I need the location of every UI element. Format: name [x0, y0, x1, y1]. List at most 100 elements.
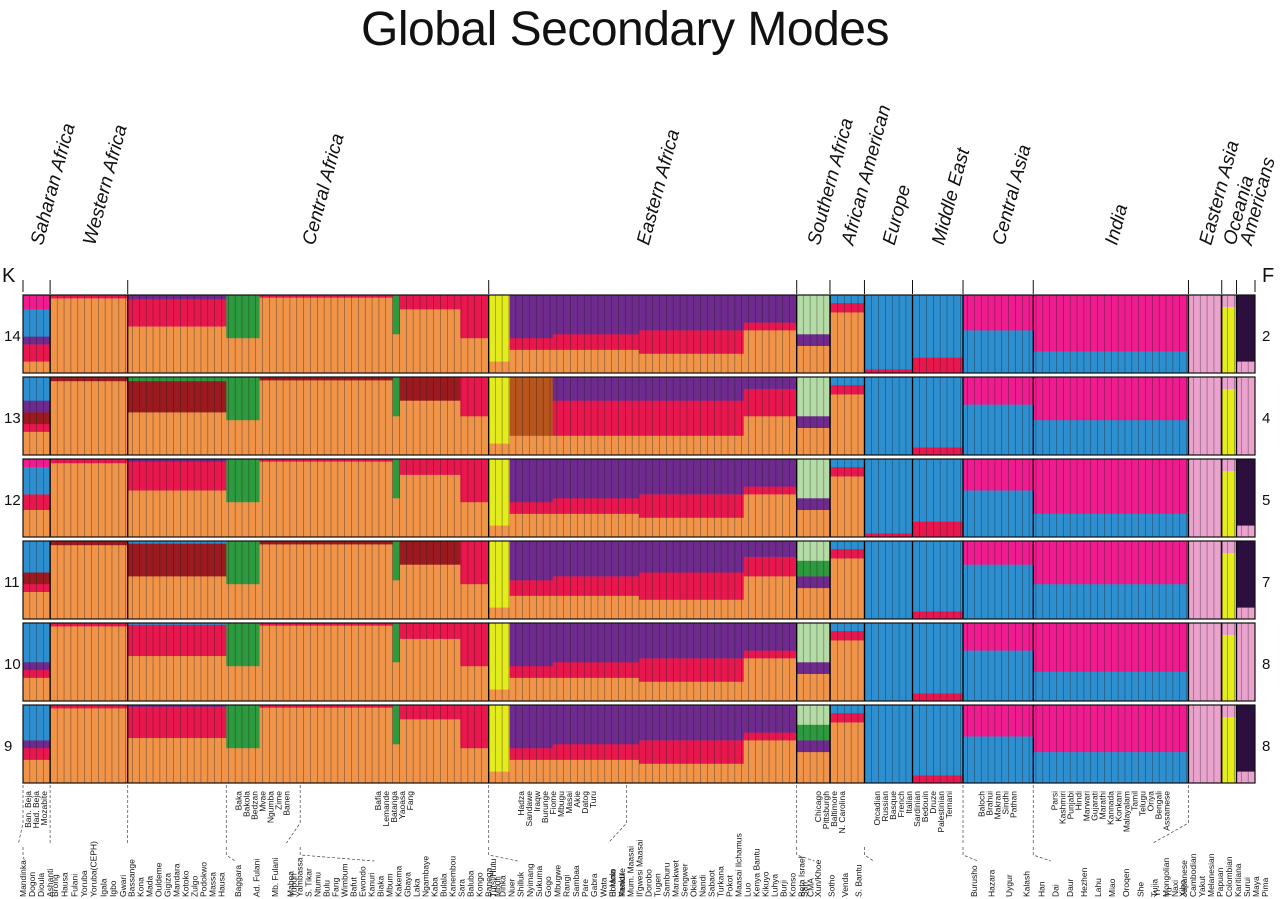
- population-label-upper: Banen: [282, 791, 292, 816]
- ancestry-bar: [743, 295, 797, 323]
- population-label-lower: Bafut: [349, 877, 359, 897]
- population-label-upper: Telugu: [1137, 791, 1147, 816]
- ancestry-bar: [259, 461, 393, 538]
- ancestry-bar: [488, 377, 510, 444]
- ancestry-bar: [912, 623, 964, 694]
- population-label-lower: Ashanti: [45, 869, 55, 897]
- ancestry-bar: [509, 295, 554, 339]
- population-label-lower: Igbo: [108, 880, 118, 897]
- ancestry-bar: [552, 498, 640, 514]
- k-value-label: 11: [4, 574, 20, 591]
- ancestry-bar: [50, 459, 129, 464]
- k-axis-label: K: [2, 265, 16, 287]
- ancestry-bar: [796, 560, 831, 577]
- population-label-lower: Podokwo: [199, 862, 209, 897]
- population-label-lower: Il'gwesi Maasai: [634, 840, 644, 897]
- ancestry-bar: [639, 494, 745, 518]
- population-label-upper: French: [896, 791, 906, 818]
- population-label-upper: Druze: [928, 791, 938, 814]
- population-label-upper: Marathi: [1097, 791, 1107, 819]
- population-label-lower: Miao: [1107, 878, 1117, 897]
- ancestry-bar: [509, 435, 554, 456]
- label-leader-line: [864, 847, 874, 862]
- ancestry-bar: [399, 474, 461, 538]
- population-label-lower: Pokot: [724, 875, 734, 897]
- label-leader-line: [1032, 847, 1051, 862]
- population-label-lower: Mum. Maasai: [625, 846, 635, 897]
- population-label-upper: Zime: [274, 791, 284, 810]
- region-label: Central Asia: [989, 143, 1036, 248]
- population-label-upper: Fiome: [548, 791, 558, 815]
- population-label-lower: Maasai Ilchamus: [733, 833, 743, 897]
- ancestry-bar: [796, 576, 831, 589]
- ancestry-bar: [392, 334, 401, 374]
- population-label-lower: Nuer: [506, 878, 516, 897]
- ancestry-bar: [963, 459, 1034, 491]
- label-leader-line: [225, 847, 236, 862]
- ancestry-bar: [509, 580, 554, 596]
- population-label-upper: Fang: [405, 791, 415, 811]
- ancestry-bar: [743, 623, 797, 651]
- ancestry-bar: [796, 740, 831, 753]
- ancestry-bar: [829, 466, 865, 477]
- ancestry-bar: [127, 543, 227, 577]
- region-label: Eastern Africa: [633, 127, 684, 247]
- ancestry-bar: [488, 771, 510, 784]
- ancestry-bar: [488, 705, 510, 772]
- ancestry-bar: [796, 416, 831, 428]
- ancestry-bar: [226, 295, 260, 339]
- ancestry-bar: [1236, 459, 1256, 526]
- ancestry-bar: [127, 624, 227, 657]
- population-label-lower: Oroqen: [1121, 868, 1131, 897]
- ancestry-bar: [552, 400, 640, 436]
- k-value-label: 14: [4, 328, 21, 345]
- ancestry-bar: [552, 623, 640, 663]
- population-label-lower: Burusho: [969, 865, 979, 897]
- ancestry-bar: [1221, 623, 1237, 635]
- ancestry-bar: [912, 611, 964, 620]
- ancestry-bar: [509, 623, 554, 667]
- population-label-lower: Yoruba(CEPH): [89, 841, 99, 897]
- population-label-lower: Yakut: [1197, 875, 1207, 897]
- ancestry-bar: [127, 576, 227, 620]
- population-label-lower: Bassange: [127, 859, 137, 897]
- label-leader-line: [299, 847, 375, 862]
- ancestry-bar: [639, 599, 745, 620]
- population-label-lower: CMA: [805, 878, 815, 897]
- ancestry-bar: [127, 380, 227, 413]
- ancestry-bar: [509, 747, 554, 760]
- population-label-upper: Basque: [888, 791, 898, 820]
- ancestry-bar: [829, 548, 865, 559]
- ancestry-bar: [392, 416, 401, 456]
- ancestry-bar: [127, 705, 227, 707]
- ancestry-bar: [392, 744, 401, 784]
- ancestry-bar: [829, 384, 865, 395]
- ancestry-bar: [509, 677, 554, 702]
- population-label-lower: Pima: [1260, 877, 1270, 897]
- population-label-lower: Yoruba: [79, 870, 89, 897]
- population-label-upper: Kashmiri: [1057, 791, 1067, 824]
- panel-frame: [22, 376, 1256, 456]
- population-label-lower: Venda: [840, 873, 850, 897]
- ancestry-bar: [1236, 295, 1256, 362]
- ancestry-bar: [829, 476, 865, 538]
- ancestry-bar: [552, 705, 640, 745]
- population-label-lower: Sara: [457, 879, 467, 897]
- ancestry-bar: [829, 394, 865, 456]
- population-label-upper: Hindi: [1073, 791, 1083, 810]
- ancestry-bar: [399, 623, 461, 639]
- population-label-lower: S. Tikar: [304, 868, 314, 897]
- ancestry-bar: [50, 623, 129, 627]
- population-label-lower: Cambodian: [1188, 853, 1198, 897]
- label-leader-line: [796, 847, 815, 862]
- ancestry-bar: [509, 665, 554, 678]
- ancestry-bar: [639, 623, 745, 659]
- k-value-label: 9: [4, 738, 12, 755]
- population-label-lower: Xun/Khoe: [813, 859, 823, 897]
- ancestry-bar: [1236, 623, 1256, 702]
- ancestry-bar: [509, 349, 554, 374]
- ancestry-bar: [1221, 388, 1237, 456]
- ancestry-bar: [829, 459, 865, 468]
- ancestry-bar: [864, 369, 913, 374]
